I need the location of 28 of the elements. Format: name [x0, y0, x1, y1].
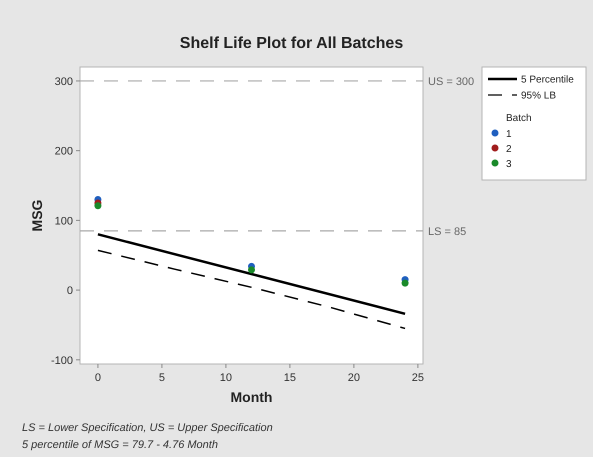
line-series — [97, 250, 406, 330]
chart-title: Shelf Life Plot for All Batches — [180, 35, 404, 52]
y-tick-label: 200 — [54, 146, 73, 158]
x-tick-label: 15 — [284, 372, 296, 384]
x-tick-label: 10 — [220, 372, 232, 384]
ref-line-label: LS = 85 — [428, 226, 466, 238]
legend-label: 5 Percentile — [521, 74, 574, 86]
point — [402, 280, 409, 287]
legend-label: 1 — [506, 129, 512, 140]
legend-title: Batch — [506, 113, 532, 124]
y-axis-title: MSG — [29, 199, 45, 232]
legend-label: 95% LB — [521, 90, 556, 102]
x-tick-label: 0 — [94, 372, 101, 384]
point — [94, 202, 102, 210]
x-axis-title: Month — [230, 389, 272, 405]
x-tick-label: 20 — [348, 372, 360, 384]
legend-label: 2 — [506, 144, 512, 155]
point — [248, 266, 255, 274]
x-tick-label: 5 — [158, 372, 165, 384]
x-tick-label: 25 — [412, 372, 424, 384]
y-tick-label: 0 — [66, 285, 73, 298]
y-tick-label: -100 — [50, 354, 73, 367]
y-tick-label: 300 — [54, 76, 73, 88]
ref-line-label: US = 300 — [428, 76, 474, 88]
text: 5 percentile of MSG = 79.7 - 4.76 Month — [22, 439, 218, 451]
y-tick-label: 100 — [54, 215, 73, 228]
text: LS = Lower Specification, US = Upper Specification — [22, 422, 273, 434]
legend-label: 3 — [506, 159, 512, 170]
